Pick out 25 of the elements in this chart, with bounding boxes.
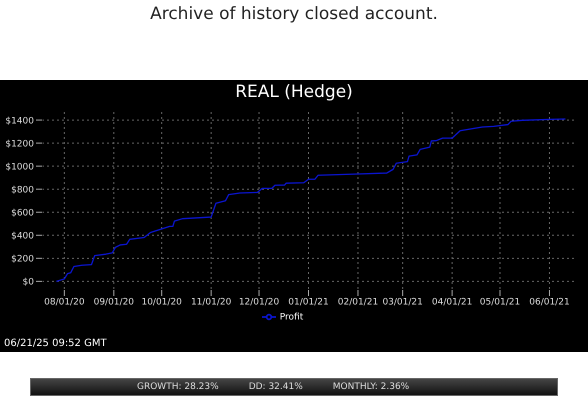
legend-label: Profit [280,312,304,322]
stats-strip: GROWTH: 28.23% DD: 32.41% MONTHLY: 2.36% [30,378,558,396]
y-tick-label: $0 [22,278,34,288]
x-tick-label: 12/01/20 [238,297,280,308]
y-tick-label: $1000 [5,162,34,172]
x-tick-label: 10/01/20 [141,297,182,308]
x-tick-label: 04/01/21 [432,297,472,308]
chart-subtitle: REAL (Hedge) [234,82,354,102]
y-tick-label: $1400 [5,116,34,126]
x-tick-label: 08/01/20 [44,297,85,308]
x-tick-label: 03/01/21 [382,297,423,308]
x-tick-label: 06/01/21 [529,297,570,308]
line-series [56,118,566,282]
x-tick-label: 09/01/20 [94,297,134,308]
y-tick-label: $600 [11,208,34,218]
y-tick-label: $800 [11,185,34,196]
x-tick-label: 01/01/21 [288,297,329,308]
x-tick-label: 02/01/21 [338,297,378,308]
y-tick-label: $400 [11,231,34,242]
text: 06/21/25 09:52 GMT [4,338,107,349]
x-tick-label: 05/01/21 [480,297,520,308]
x-tick-label: 11/01/20 [190,297,232,308]
y-tick-label: $200 [11,254,34,265]
y-tick-label: $1200 [5,139,34,150]
chart-title: Archive of history closed account. [149,4,439,24]
